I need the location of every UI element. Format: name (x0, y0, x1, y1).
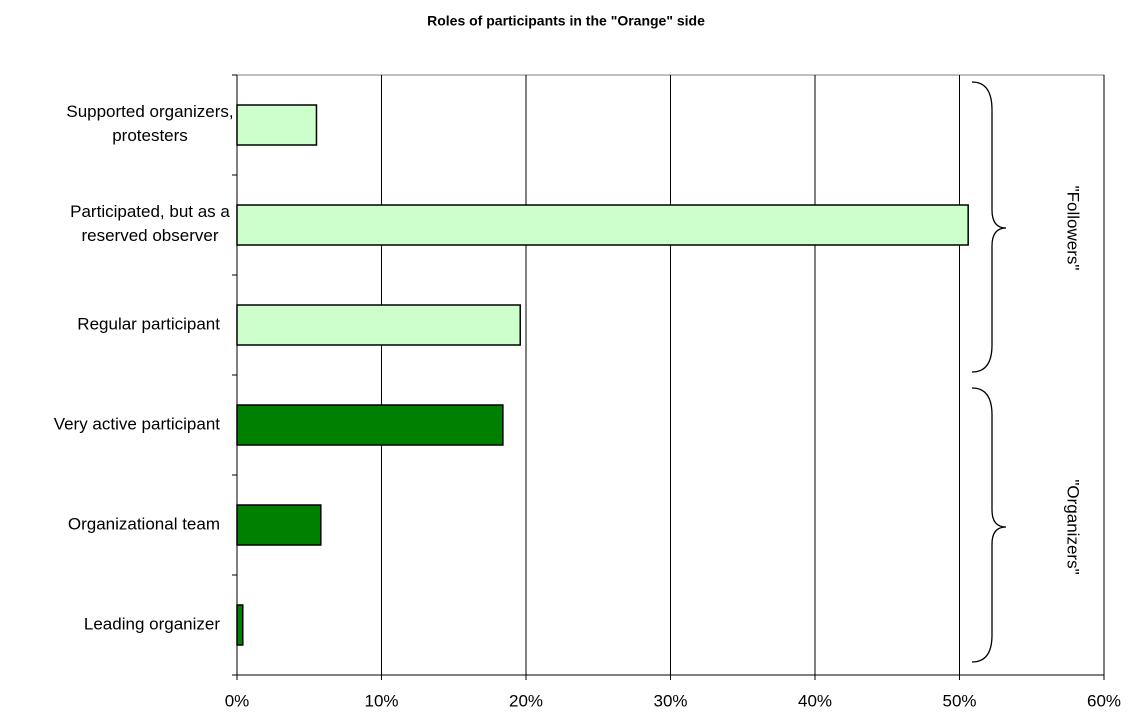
chart-title: Roles of participants in the "Orange" si… (427, 13, 705, 29)
y-tick-label: Supported organizers, protesters (66, 102, 233, 145)
bar (236, 204, 969, 246)
y-tick-label: Very active participant (54, 414, 221, 433)
annotation: "Followers" (1064, 186, 1083, 271)
y-tick-label: Participated, but as a reserved observer (70, 202, 230, 245)
x-tick-label: 10% (364, 691, 398, 710)
y-tick-label: Leading organizer (84, 614, 220, 633)
y-tick-label: Organizational team (68, 514, 220, 533)
bar (236, 304, 521, 346)
bar (236, 104, 318, 146)
x-tick-label: 60% (1087, 691, 1121, 710)
x-tick-label: 0% (225, 691, 250, 710)
brace (971, 81, 1007, 373)
bar (236, 604, 244, 646)
x-tick-label: 50% (942, 691, 976, 710)
x-tick-label: 40% (798, 691, 832, 710)
bar (236, 404, 504, 446)
bar (236, 504, 322, 546)
brace (971, 387, 1007, 663)
x-tick-label: 20% (509, 691, 543, 710)
x-tick-label: 30% (653, 691, 687, 710)
y-tick-label: Regular participant (77, 314, 220, 333)
annotation: "Organizers" (1064, 479, 1083, 574)
